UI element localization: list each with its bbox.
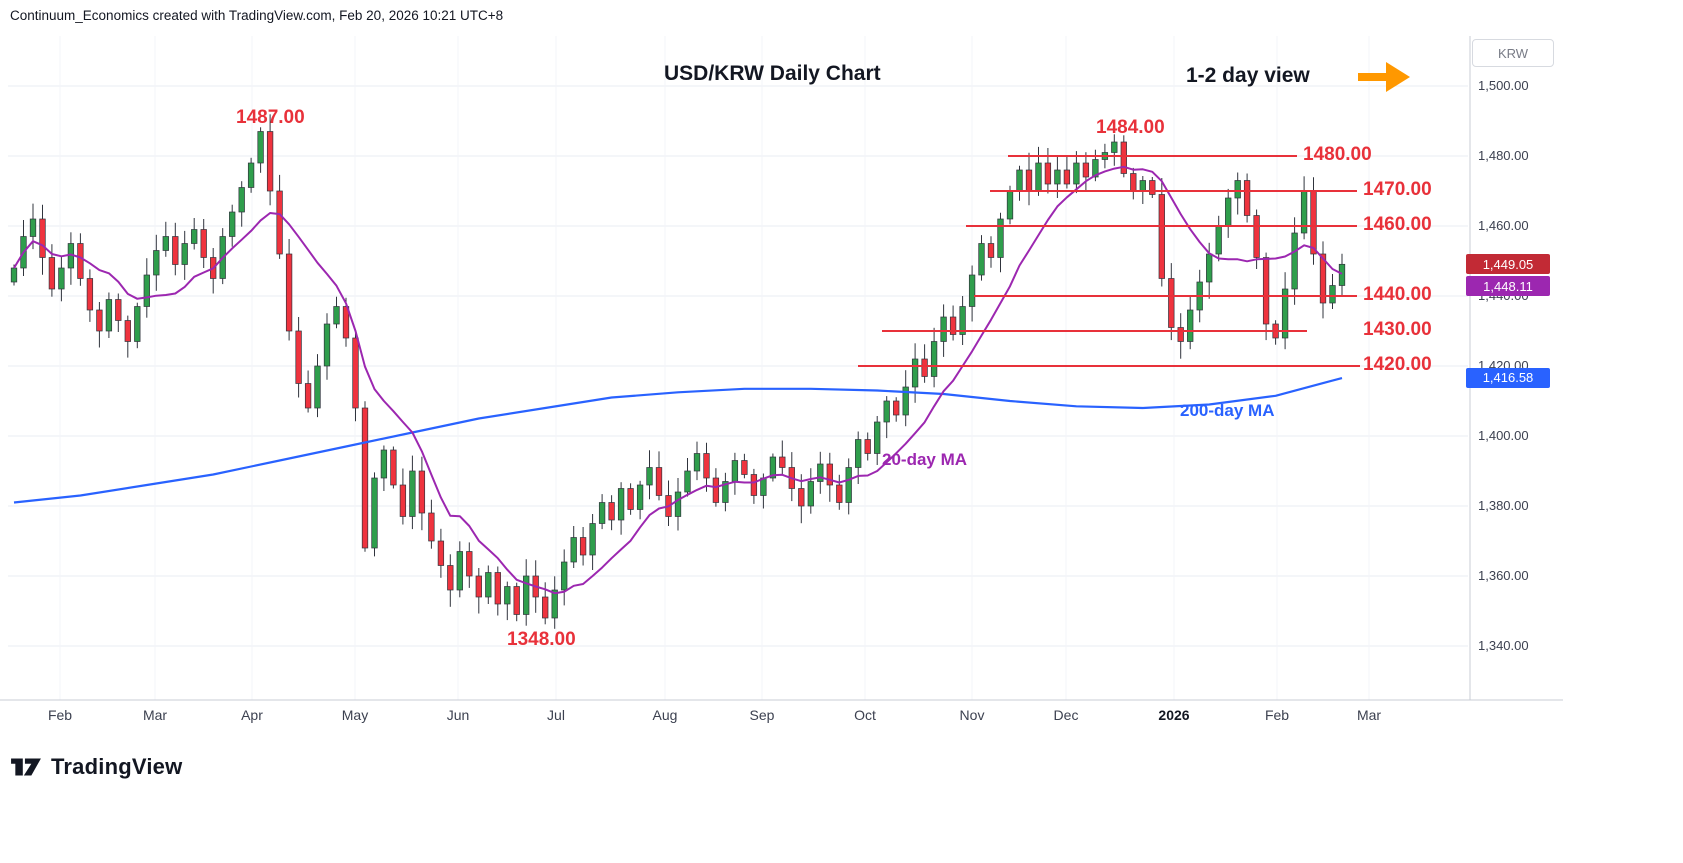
time-tick: Aug [652, 707, 678, 723]
time-tick: 2026 [1158, 707, 1190, 723]
last-price-badge: 1,449.05 [1466, 254, 1550, 275]
time-tick: Jul [547, 707, 565, 723]
credit-line: Continuum_Economics created with Trading… [10, 8, 504, 23]
candlestick-series [10, 114, 1346, 629]
level-line-label: 1430.00 [1363, 319, 1432, 340]
time-tick: Apr [241, 707, 263, 723]
price-annotation: 1348.00 [507, 629, 576, 650]
time-tick: Mar [142, 707, 168, 723]
time-tick: Nov [959, 707, 985, 723]
time-tick: May [341, 707, 369, 723]
time-tick: Sep [749, 707, 775, 723]
tradingview-logo[interactable]: TradingView [10, 753, 182, 781]
level-line-label: 1440.00 [1363, 284, 1432, 305]
ma20-value-badge: 1,448.11 [1466, 276, 1550, 297]
price-tick: 1,460.00 [1478, 218, 1529, 233]
price-tick: 1,500.00 [1478, 78, 1529, 93]
price-annotation: 1487.00 [236, 107, 305, 128]
time-tick: Dec [1053, 707, 1079, 723]
ma200-value-badge: 1,416.58 [1466, 367, 1550, 388]
price-tick: 1,480.00 [1478, 148, 1529, 163]
price-annotation: 1484.00 [1096, 117, 1165, 138]
chart-title: USD/KRW Daily Chart [664, 62, 881, 85]
price-tick: 1,400.00 [1478, 428, 1529, 443]
level-line-label: 1420.00 [1363, 354, 1432, 375]
level-line-label: 1470.00 [1363, 179, 1432, 200]
tradingview-wordmark: TradingView [51, 754, 183, 779]
price-tick: 1,360.00 [1478, 568, 1529, 583]
currency-code: KRW [1497, 45, 1529, 61]
view-horizon-label: 1-2 day view [1186, 64, 1310, 87]
time-tick: Feb [47, 707, 73, 723]
time-tick: Oct [854, 707, 876, 723]
time-tick: Mar [1356, 707, 1382, 723]
currency-axis-label[interactable]: KRW [1472, 39, 1554, 67]
support-resistance-lines [858, 155, 1360, 367]
ma20-line [13, 165, 1343, 595]
level-line-label: 1480.00 [1303, 144, 1372, 165]
tradingview-logo-icon [11, 758, 41, 776]
price-tick: 1,380.00 [1478, 498, 1529, 513]
time-tick: Jun [446, 707, 470, 723]
ma20-label: 20-day MA [882, 450, 968, 469]
ma200-label: 200-day MA [1180, 401, 1275, 420]
level-line-label: 1460.00 [1363, 214, 1432, 235]
time-tick: Feb [1264, 707, 1290, 723]
ma200-line [13, 376, 1343, 504]
price-tick: 1,340.00 [1478, 638, 1529, 653]
arrow-right-icon [1358, 62, 1410, 92]
